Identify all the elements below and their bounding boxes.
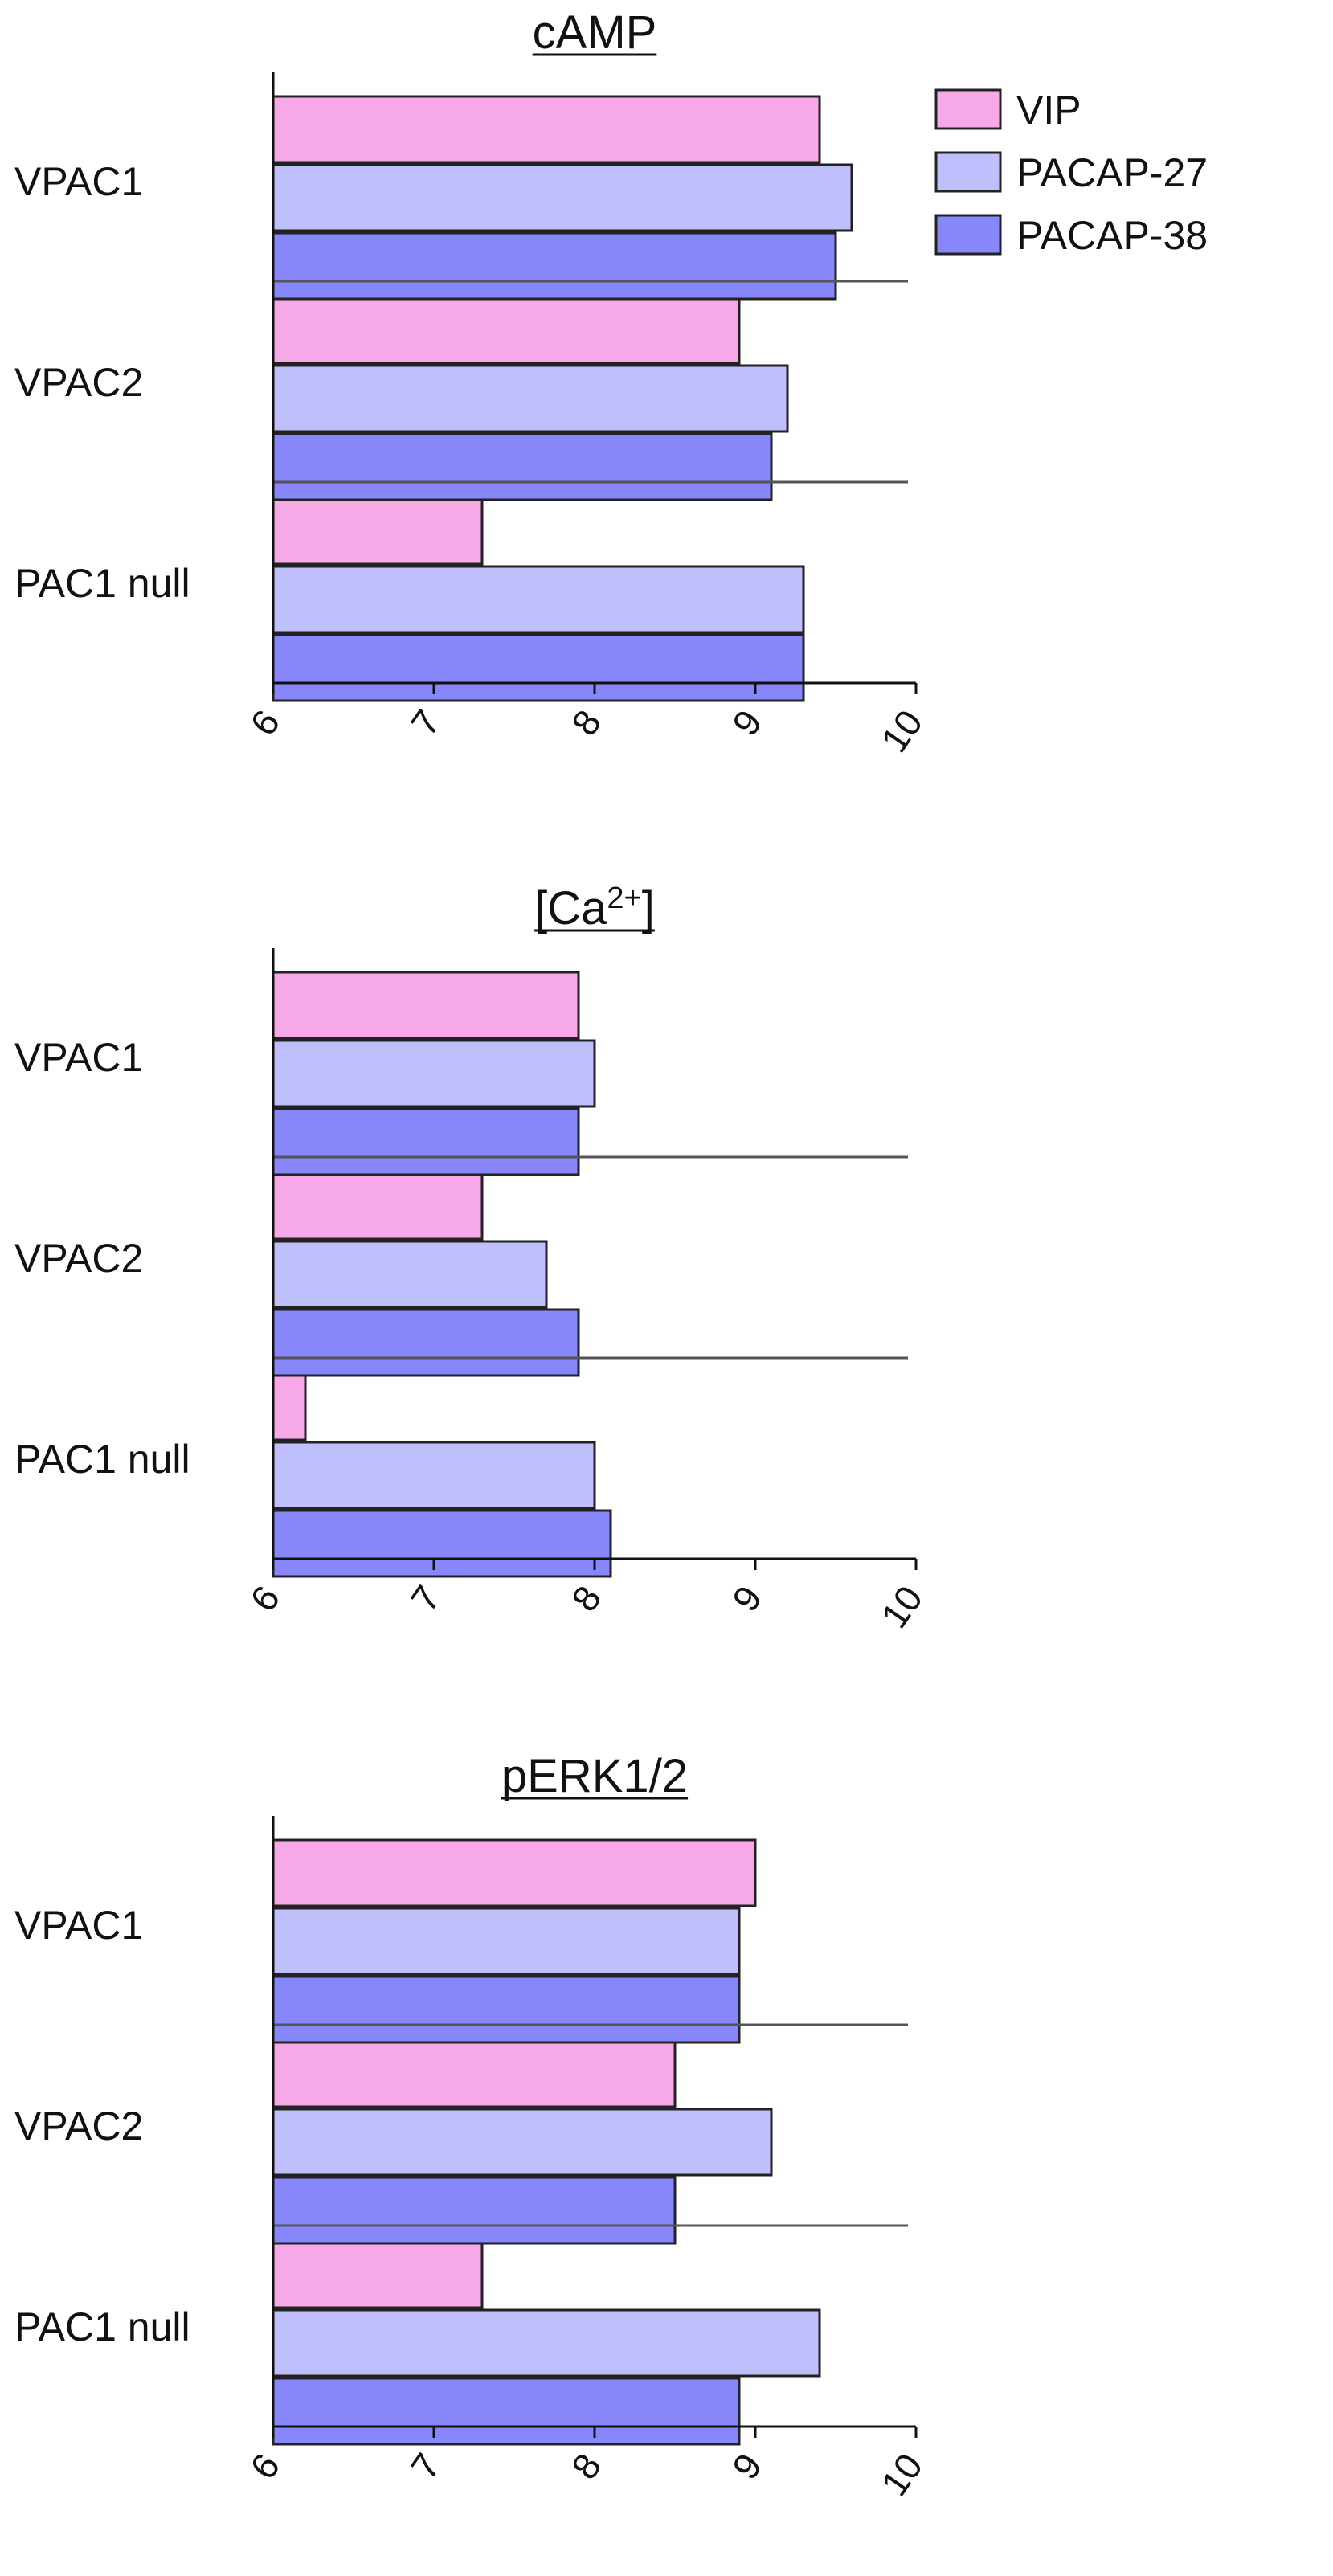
legend-label: VIP: [1016, 88, 1082, 133]
x-tick-label: 9: [724, 702, 770, 743]
x-tick-label: 10: [873, 702, 930, 760]
category-label: VPAC1: [14, 159, 143, 204]
x-tick-label: 9: [724, 2446, 770, 2487]
bar: [272, 1441, 596, 1510]
legend-swatch: [934, 214, 1002, 256]
chart-title-tail: ]: [642, 882, 655, 934]
category-label: VPAC2: [14, 2104, 143, 2149]
bar: [272, 1975, 741, 2044]
bar: [272, 2176, 677, 2245]
chart-title: cAMP: [533, 6, 657, 59]
bar: [272, 1838, 757, 1907]
category-label: VPAC1: [14, 1035, 143, 1080]
bar: [272, 231, 837, 301]
bar: [272, 1171, 484, 1241]
bar: [272, 2039, 677, 2108]
x-tick-label: 6: [242, 1578, 288, 1619]
category-label: VPAC1: [14, 1903, 143, 1948]
category-label: VPAC2: [14, 360, 143, 405]
bar: [272, 432, 773, 501]
chart-title-base: [Ca: [534, 882, 607, 934]
x-tick-label: 10: [873, 1578, 930, 1636]
bar: [272, 1039, 596, 1108]
x-tick-label: 7: [403, 2446, 448, 2487]
x-tick-label: 8: [563, 2446, 609, 2487]
bar: [272, 633, 805, 702]
bar: [272, 1907, 741, 1976]
bar: [272, 1308, 580, 1377]
legend-label: PACAP-38: [1016, 213, 1208, 258]
bar: [272, 2108, 773, 2177]
bar: [272, 1372, 307, 1441]
category-label: PAC1 null: [14, 1437, 190, 1482]
chart-title-superscript: 2+: [607, 881, 641, 915]
x-tick-label: 10: [873, 2446, 930, 2504]
bar: [272, 497, 484, 566]
legend-label: PACAP-27: [1016, 150, 1208, 195]
bar: [272, 163, 853, 232]
bar: [272, 971, 580, 1040]
bar: [272, 2240, 484, 2309]
category-label: VPAC2: [14, 1236, 143, 1281]
x-tick-label: 7: [403, 1578, 448, 1619]
x-tick-label: 8: [563, 702, 609, 743]
category-label: PAC1 null: [14, 561, 190, 606]
bar: [272, 1509, 612, 1578]
bar: [272, 95, 821, 164]
x-tick-label: 6: [242, 702, 288, 743]
chart-title: [Ca2+]: [534, 881, 655, 934]
bar: [272, 364, 789, 433]
x-tick-label: 9: [724, 1578, 770, 1619]
x-tick-label: 7: [403, 702, 448, 743]
bar: [272, 1107, 580, 1176]
chart-title: pERK1/2: [501, 1750, 688, 1802]
legend-swatch: [934, 151, 1002, 193]
x-tick-label: 6: [242, 2446, 288, 2487]
bar: [272, 2308, 821, 2378]
bar: [272, 2377, 741, 2446]
x-tick-label: 8: [563, 1578, 609, 1619]
bar: [272, 565, 805, 634]
bar: [272, 1240, 548, 1309]
legend-swatch: [934, 88, 1002, 130]
bar: [272, 296, 741, 365]
category-label: PAC1 null: [14, 2304, 190, 2349]
